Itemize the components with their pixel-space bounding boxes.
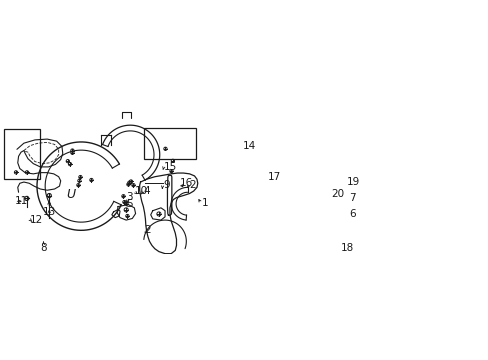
Text: 3: 3 bbox=[126, 192, 133, 202]
Text: 4: 4 bbox=[143, 186, 150, 196]
Text: 10: 10 bbox=[135, 186, 147, 196]
Text: 20: 20 bbox=[330, 189, 343, 199]
Text: 14: 14 bbox=[242, 141, 256, 152]
Text: 6: 6 bbox=[348, 209, 355, 219]
Text: 7: 7 bbox=[348, 193, 355, 203]
Text: 18: 18 bbox=[340, 243, 353, 252]
Bar bbox=[4, 129, 41, 179]
Text: 12: 12 bbox=[30, 215, 43, 225]
Text: 8: 8 bbox=[40, 243, 47, 252]
Bar bbox=[144, 129, 196, 159]
Text: 13: 13 bbox=[42, 207, 56, 217]
Text: 17: 17 bbox=[267, 172, 280, 182]
Text: 15: 15 bbox=[164, 162, 177, 172]
Text: 11: 11 bbox=[15, 196, 28, 206]
Text: 9: 9 bbox=[163, 180, 169, 190]
Text: 16: 16 bbox=[180, 178, 193, 188]
Text: 19: 19 bbox=[346, 177, 360, 187]
Text: 2: 2 bbox=[144, 225, 150, 235]
Text: 1: 1 bbox=[201, 198, 208, 208]
Text: 2: 2 bbox=[189, 180, 196, 190]
Text: 5: 5 bbox=[126, 199, 133, 209]
Text: U: U bbox=[66, 188, 75, 201]
